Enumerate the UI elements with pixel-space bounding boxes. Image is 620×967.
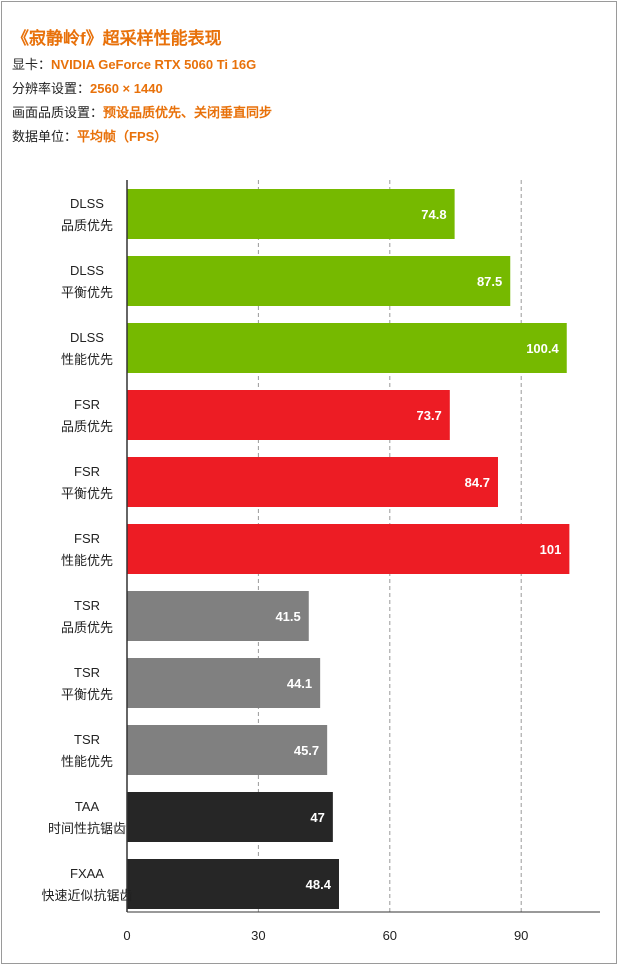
category-sublabel: 平衡优先 bbox=[61, 687, 113, 702]
quality-row: 画面品质设置：预设品质优先、关闭垂直同步 bbox=[12, 102, 272, 121]
category-sublabel: 品质优先 bbox=[61, 419, 113, 434]
category-sublabel: 品质优先 bbox=[61, 620, 113, 635]
unit-row: 数据单位：平均帧（FPS） bbox=[12, 126, 167, 145]
bar bbox=[127, 390, 450, 440]
category-label: TSR bbox=[74, 598, 100, 613]
gpu-value: NVIDIA GeForce RTX 5060 Ti 16G bbox=[51, 57, 257, 72]
x-tick-label: 0 bbox=[123, 928, 130, 943]
bar bbox=[127, 859, 339, 909]
bar-value-label: 48.4 bbox=[306, 877, 332, 892]
category-label: DLSS bbox=[70, 330, 104, 345]
unit-label: 数据单位： bbox=[12, 129, 78, 144]
quality-value: 预设品质优先、关闭垂直同步 bbox=[103, 105, 273, 120]
category-sublabel: 时间性抗锯齿 bbox=[48, 821, 126, 836]
category-sublabel: 性能优先 bbox=[61, 553, 113, 568]
category-sublabel: 快速近似抗锯齿 bbox=[41, 888, 132, 903]
bar bbox=[127, 524, 570, 574]
x-tick-label: 30 bbox=[251, 928, 265, 943]
bar bbox=[127, 725, 328, 775]
category-label: FXAA bbox=[70, 866, 104, 881]
chart-title: 《寂静岭f》超采样性能表现 bbox=[12, 29, 222, 48]
bar-value-label: 84.7 bbox=[465, 475, 490, 490]
category-sublabel: 性能优先 bbox=[61, 754, 113, 769]
category-label: FSR bbox=[74, 464, 100, 479]
bar bbox=[127, 323, 567, 373]
x-tick-label: 90 bbox=[514, 928, 528, 943]
bar bbox=[127, 792, 333, 842]
category-sublabel: 性能优先 bbox=[61, 352, 113, 367]
bar-value-label: 41.5 bbox=[275, 609, 300, 624]
category-label: FSR bbox=[74, 531, 100, 546]
resolution-value: 2560 × 1440 bbox=[90, 81, 163, 96]
category-label: TSR bbox=[74, 732, 100, 747]
bar-value-label: 87.5 bbox=[477, 274, 502, 289]
quality-label: 画面品质设置： bbox=[12, 105, 104, 120]
bar-value-label: 74.8 bbox=[421, 207, 446, 222]
bar bbox=[127, 457, 498, 507]
bar bbox=[127, 591, 309, 641]
bar bbox=[127, 189, 455, 239]
category-sublabel: 平衡优先 bbox=[61, 285, 113, 300]
bar-value-label: 101 bbox=[540, 542, 562, 557]
bar bbox=[127, 658, 321, 708]
category-label: TSR bbox=[74, 665, 100, 680]
x-tick-label: 60 bbox=[383, 928, 397, 943]
category-label: TAA bbox=[75, 799, 100, 814]
bar-value-label: 47 bbox=[310, 810, 324, 825]
category-label: DLSS bbox=[70, 263, 104, 278]
category-label: FSR bbox=[74, 397, 100, 412]
unit-value: 平均帧（FPS） bbox=[77, 129, 168, 144]
bar-value-label: 100.4 bbox=[526, 341, 559, 356]
category-sublabel: 平衡优先 bbox=[61, 486, 113, 501]
gpu-label: 显卡： bbox=[12, 57, 52, 72]
resolution-label: 分辨率设置： bbox=[12, 81, 91, 96]
category-sublabel: 品质优先 bbox=[61, 218, 113, 233]
category-label: DLSS bbox=[70, 196, 104, 211]
gpu-row: 显卡：NVIDIA GeForce RTX 5060 Ti 16G bbox=[12, 54, 256, 73]
resolution-row: 分辨率设置：2560 × 1440 bbox=[12, 78, 163, 97]
bar-value-label: 44.1 bbox=[287, 676, 312, 691]
bar-value-label: 45.7 bbox=[294, 743, 319, 758]
bar bbox=[127, 256, 511, 306]
bar-value-label: 73.7 bbox=[416, 408, 441, 423]
